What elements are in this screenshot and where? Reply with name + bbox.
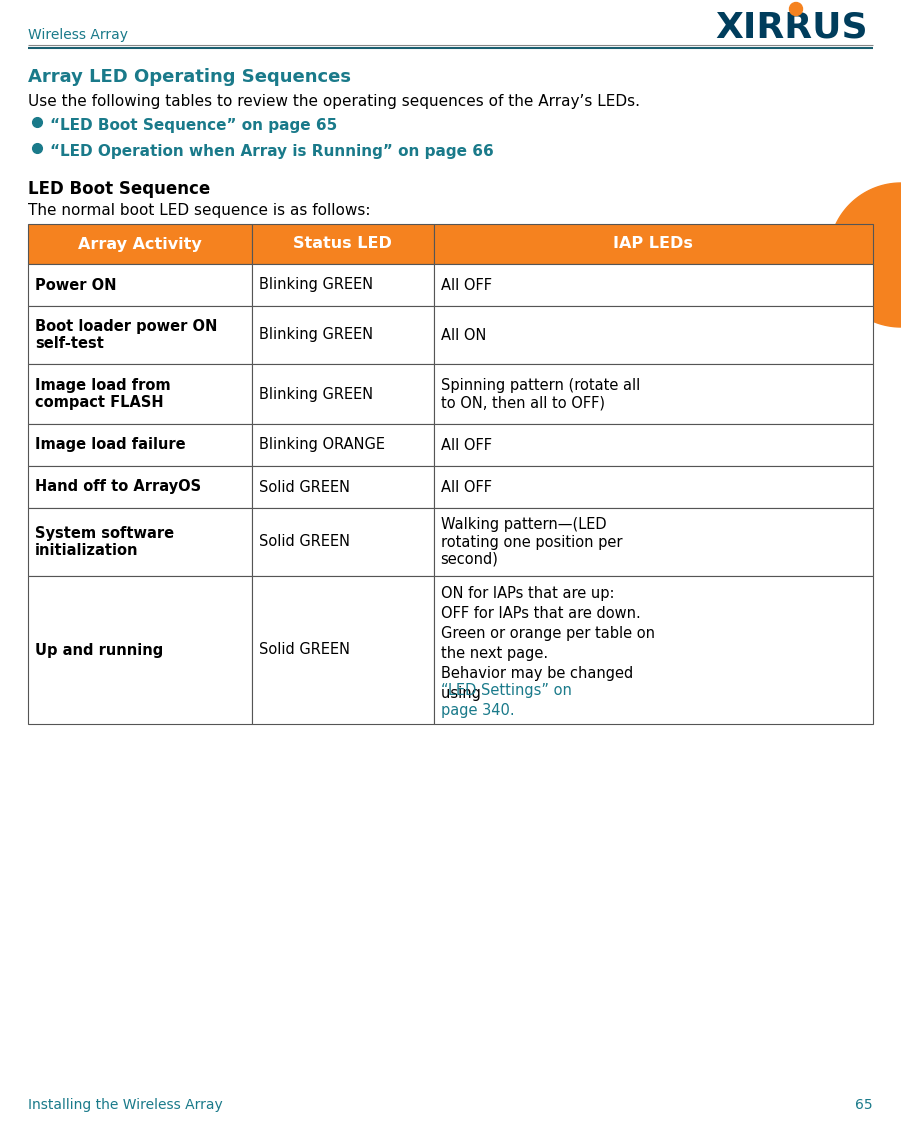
Text: Blinking GREEN: Blinking GREEN — [259, 387, 373, 401]
Bar — [252, 424, 433, 466]
Text: “LED Settings” on
page 340.: “LED Settings” on page 340. — [441, 683, 571, 717]
Text: Wireless Array: Wireless Array — [28, 28, 128, 42]
Text: Behavior may be changed
using: Behavior may be changed using — [441, 666, 633, 700]
Bar — [28, 424, 252, 466]
Text: Array Activity: Array Activity — [78, 236, 202, 251]
Text: Status LED: Status LED — [294, 236, 392, 251]
Text: ON for IAPs that are up:
OFF for IAPs that are down.: ON for IAPs that are up: OFF for IAPs th… — [441, 586, 641, 621]
Bar — [252, 306, 433, 364]
Bar — [433, 466, 873, 508]
Text: The normal boot LED sequence is as follows:: The normal boot LED sequence is as follo… — [28, 204, 370, 218]
Text: Walking pattern—(LED
rotating one position per
second): Walking pattern—(LED rotating one positi… — [441, 517, 622, 567]
Bar — [252, 264, 433, 306]
Bar — [28, 364, 252, 424]
Bar — [433, 508, 873, 576]
Text: Solid GREEN: Solid GREEN — [259, 480, 350, 495]
Text: Blinking GREEN: Blinking GREEN — [259, 277, 373, 292]
Text: All OFF: All OFF — [441, 480, 492, 495]
Bar — [252, 508, 433, 576]
Text: Use the following tables to review the operating sequences of the Array’s LEDs.: Use the following tables to review the o… — [28, 94, 640, 109]
Text: IAP LEDs: IAP LEDs — [614, 236, 693, 251]
Text: Blinking GREEN: Blinking GREEN — [259, 327, 373, 342]
Bar — [433, 224, 873, 264]
Text: 65: 65 — [855, 1098, 873, 1112]
Text: Up and running: Up and running — [35, 642, 163, 657]
Bar — [28, 466, 252, 508]
Text: Image load failure: Image load failure — [35, 438, 186, 453]
Bar — [433, 306, 873, 364]
Bar — [28, 306, 252, 364]
Text: All OFF: All OFF — [441, 438, 492, 453]
Bar — [252, 576, 433, 724]
Text: All ON: All ON — [441, 327, 486, 342]
Text: Boot loader power ON
self-test: Boot loader power ON self-test — [35, 318, 217, 351]
Text: System software
initialization: System software initialization — [35, 525, 174, 558]
Text: Image load from
compact FLASH: Image load from compact FLASH — [35, 377, 170, 410]
Text: Power ON: Power ON — [35, 277, 116, 292]
Text: XIRRUS: XIRRUS — [715, 10, 868, 44]
Bar — [28, 576, 252, 724]
Bar — [252, 224, 433, 264]
Circle shape — [789, 2, 803, 16]
Bar — [433, 264, 873, 306]
Text: Installing the Wireless Array: Installing the Wireless Array — [28, 1098, 223, 1112]
Text: Spinning pattern (rotate all
to ON, then all to OFF): Spinning pattern (rotate all to ON, then… — [441, 377, 640, 410]
Text: “LED Boot Sequence” on page 65: “LED Boot Sequence” on page 65 — [50, 118, 337, 133]
Polygon shape — [829, 183, 901, 327]
Text: Solid GREEN: Solid GREEN — [259, 642, 350, 657]
Text: LED Boot Sequence: LED Boot Sequence — [28, 180, 210, 198]
Text: Array LED Operating Sequences: Array LED Operating Sequences — [28, 68, 351, 86]
Text: Hand off to ArrayOS: Hand off to ArrayOS — [35, 480, 201, 495]
Bar — [433, 576, 873, 724]
Bar — [28, 508, 252, 576]
Text: “LED Operation when Array is Running” on page 66: “LED Operation when Array is Running” on… — [50, 144, 494, 159]
Bar — [433, 364, 873, 424]
Bar — [28, 224, 252, 264]
Bar — [252, 364, 433, 424]
Bar — [433, 424, 873, 466]
Bar — [28, 264, 252, 306]
Text: All OFF: All OFF — [441, 277, 492, 292]
Bar — [252, 466, 433, 508]
Text: Green or orange per table on
the next page.: Green or orange per table on the next pa… — [441, 626, 655, 661]
Text: Blinking ORANGE: Blinking ORANGE — [259, 438, 385, 453]
Text: Solid GREEN: Solid GREEN — [259, 534, 350, 549]
